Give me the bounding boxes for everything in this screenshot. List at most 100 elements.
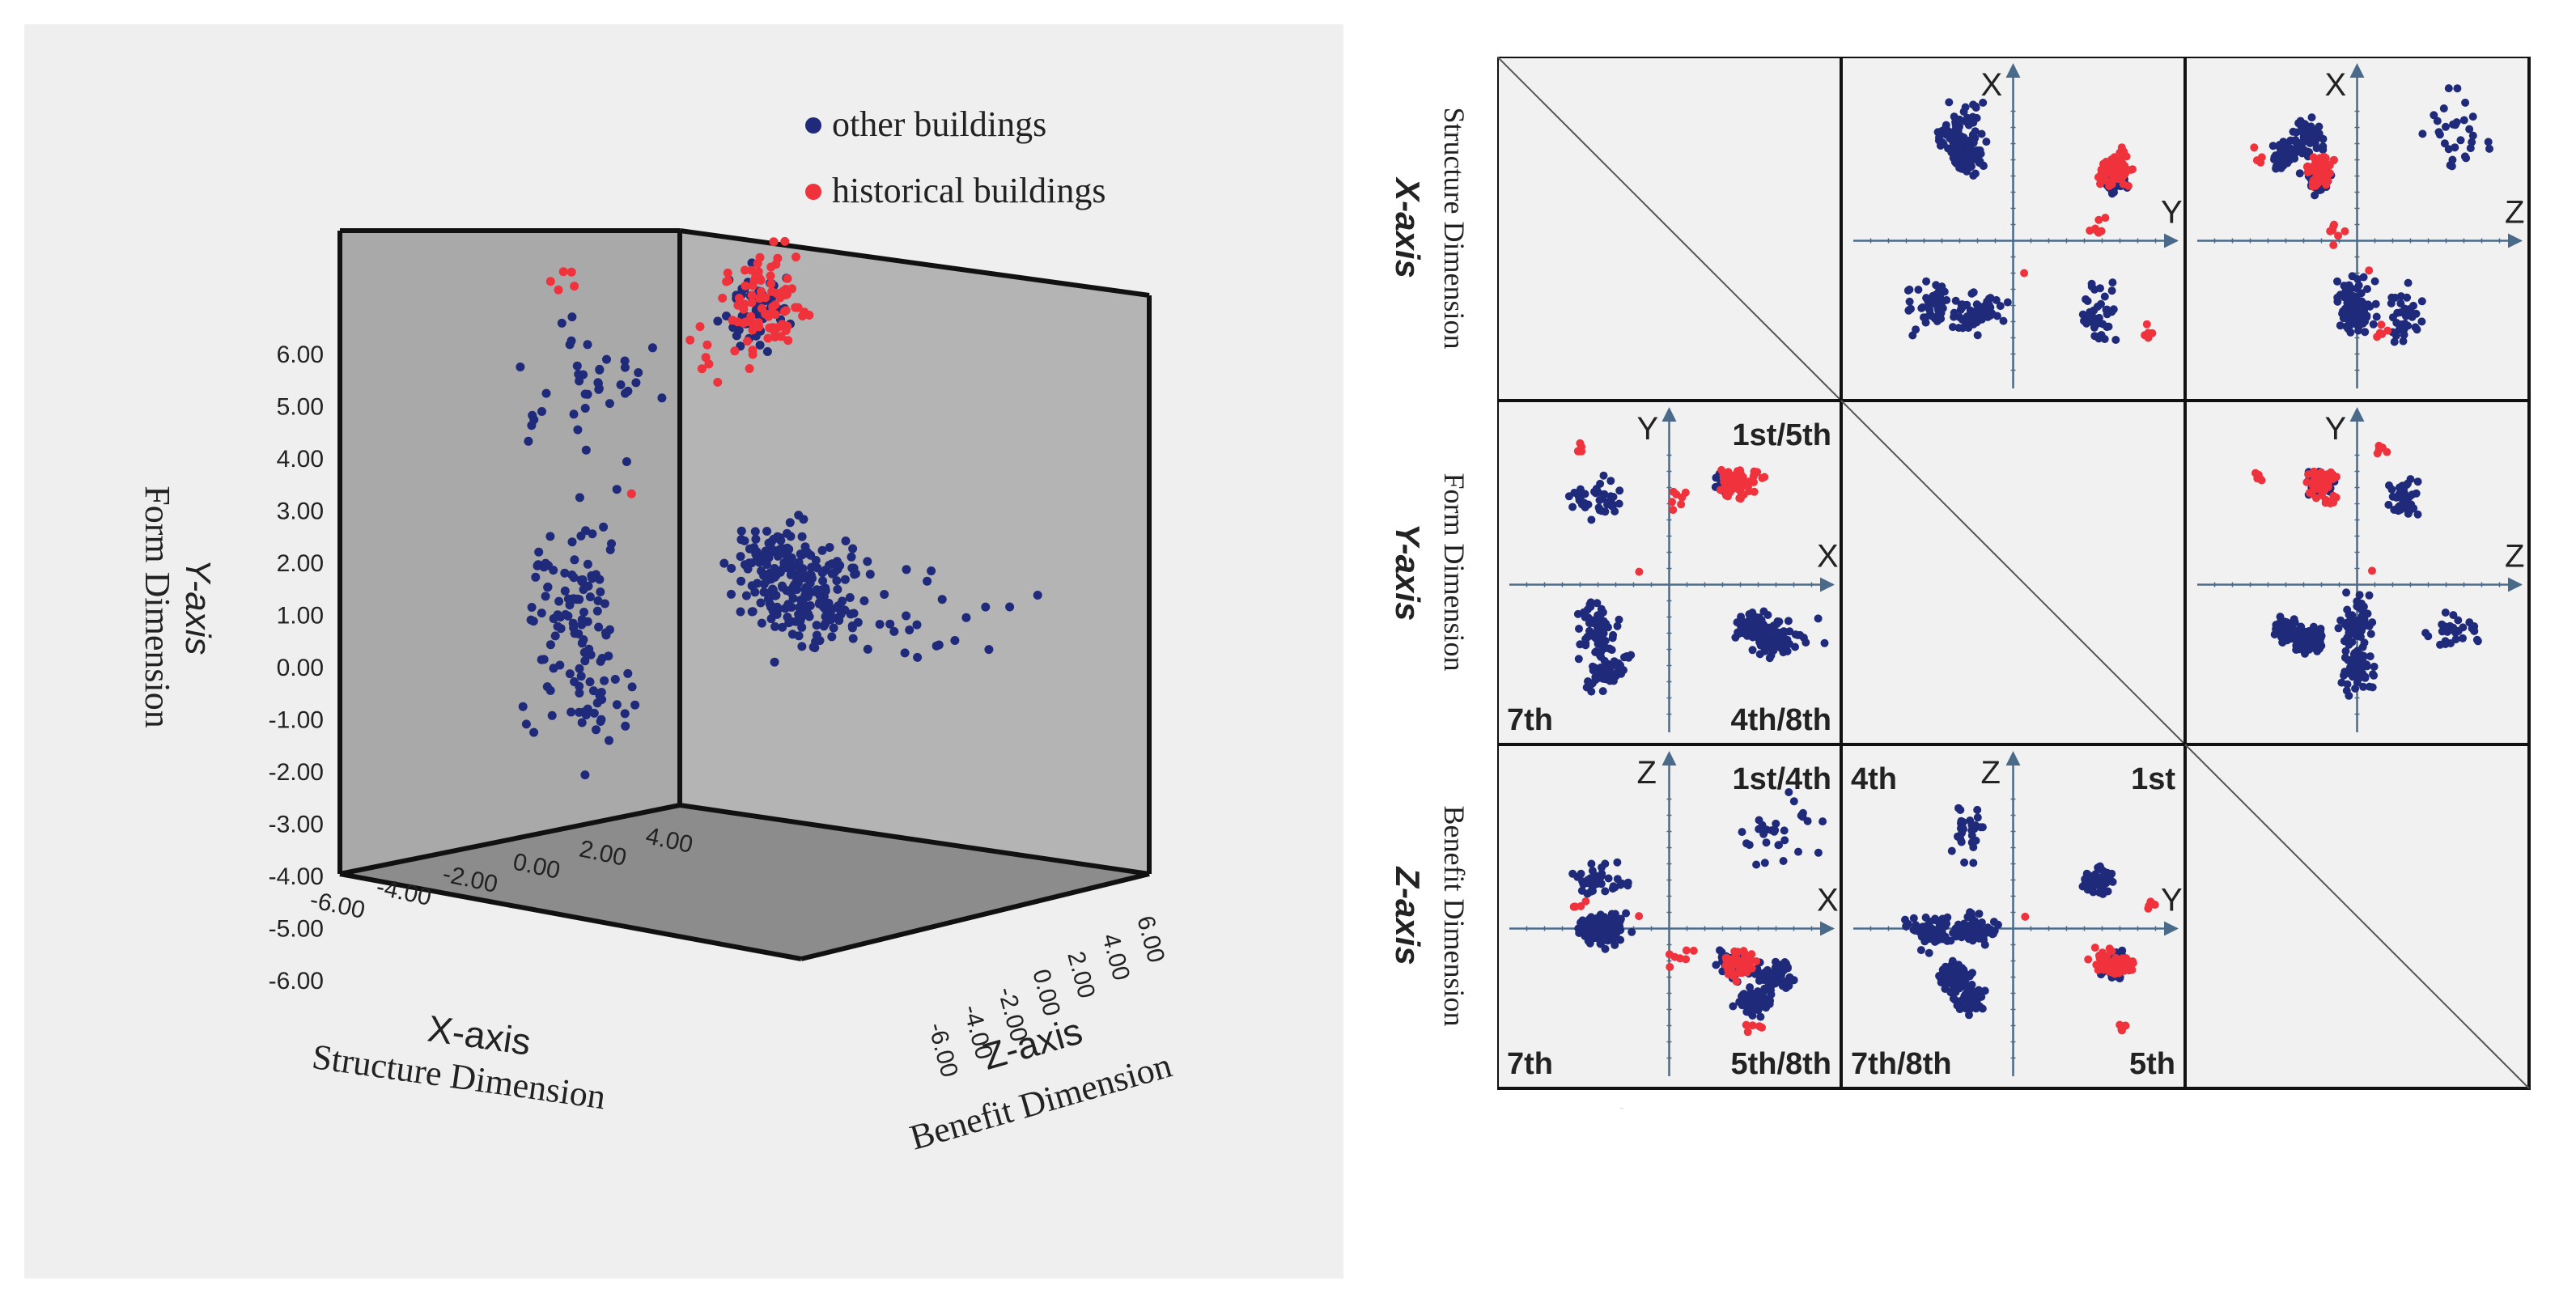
data-point-historical <box>626 489 636 498</box>
data-point-other <box>527 603 537 612</box>
matrix-point-other <box>1599 471 1608 480</box>
data-point-other <box>605 399 614 409</box>
data-point-other <box>534 547 544 557</box>
data-point-other <box>797 642 807 651</box>
data-point-historical <box>747 298 757 307</box>
matrix-point-historical <box>1677 500 1686 509</box>
data-point-other <box>841 536 851 545</box>
matrix-point-other <box>2363 301 2372 310</box>
matrix-point-historical <box>2312 494 2320 503</box>
data-point-other <box>775 567 785 577</box>
matrix-point-other <box>1780 826 1789 835</box>
matrix-point-other <box>2459 634 2467 643</box>
matrix-point-other <box>2353 602 2362 611</box>
data-point-other <box>787 602 796 612</box>
data-point-other <box>622 457 631 466</box>
cell-h-arrow <box>1820 921 1835 936</box>
z-tick-label: 4.00 <box>1097 931 1135 983</box>
matrix-point-historical <box>2101 214 2110 223</box>
octant-label: 4th <box>1851 762 1897 796</box>
matrix-point-historical <box>1681 488 1690 497</box>
box-edge <box>339 872 802 961</box>
matrix-point-other <box>1971 836 1980 845</box>
matrix-point-other <box>1979 98 1988 107</box>
data-point-historical <box>780 236 790 246</box>
matrix-point-historical <box>1635 912 1644 921</box>
matrix-point-other <box>1950 158 1959 167</box>
matrix-point-other <box>1946 134 1954 142</box>
data-point-historical <box>554 285 563 295</box>
data-point-other <box>550 631 560 641</box>
matrix-point-other <box>1925 918 1934 926</box>
matrix-point-historical <box>2142 320 2151 329</box>
matrix-point-other <box>2094 319 2103 328</box>
matrix-point-historical <box>1734 485 1742 494</box>
data-point-other <box>832 576 842 586</box>
matrix-point-other <box>1602 669 1611 678</box>
matrix-point-other <box>2361 328 2370 337</box>
matrix-point-historical <box>2020 269 2029 278</box>
matrix-point-other <box>1951 296 1960 305</box>
matrix-point-other <box>1591 672 1600 681</box>
matrix-point-historical <box>1722 480 1731 489</box>
data-point-other <box>602 354 611 364</box>
matrix-point-other <box>1967 913 1976 922</box>
matrix-point-historical <box>1635 567 1644 576</box>
matrix-point-other <box>2357 297 2366 306</box>
matrix-point-other <box>2468 131 2477 140</box>
matrix-point-other <box>2440 139 2449 148</box>
matrix-point-other <box>2344 655 2353 664</box>
matrix-point-other <box>2111 336 2120 344</box>
matrix-point-other <box>2370 277 2379 286</box>
matrix-point-other <box>2118 946 2127 955</box>
matrix-point-other <box>1963 921 1971 930</box>
matrix-point-other <box>2390 337 2399 346</box>
data-point-other <box>845 593 855 602</box>
data-point-other <box>555 660 565 670</box>
cell-v-arrow <box>1661 751 1677 766</box>
matrix-point-historical <box>1736 964 1745 973</box>
matrix-point-historical <box>2105 944 2114 953</box>
data-point-historical <box>756 276 766 285</box>
matrix-point-other <box>1585 630 1594 639</box>
data-point-other <box>565 669 575 679</box>
matrix-point-historical <box>2094 965 2103 974</box>
data-point-historical <box>567 267 576 277</box>
data-point-other <box>593 379 603 388</box>
data-point-other <box>889 626 899 636</box>
matrix-point-other <box>1923 303 1932 312</box>
matrix-point-other <box>2451 628 2460 637</box>
matrix-point-other <box>2397 320 2406 329</box>
data-point-other <box>753 579 762 588</box>
data-point-historical <box>558 267 568 277</box>
matrix-point-other <box>2439 104 2448 112</box>
matrix-point-other <box>1963 995 1971 1003</box>
matrix-point-other <box>1595 496 1604 505</box>
matrix-point-other <box>2466 144 2475 153</box>
matrix-point-other <box>1912 325 1920 334</box>
data-point-historical <box>783 336 793 346</box>
matrix-point-other <box>1954 324 1963 333</box>
data-point-other <box>759 579 769 589</box>
row-sublabel-x: Structure Dimension <box>1438 108 1470 350</box>
matrix-point-other <box>1603 500 1611 509</box>
matrix-point-historical <box>2383 447 2391 456</box>
matrix-point-other <box>2284 143 2293 151</box>
matrix-point-other <box>1980 986 1989 995</box>
matrix-point-other <box>2433 117 2442 125</box>
data-point-other <box>770 621 780 631</box>
matrix-point-historical <box>1574 447 1583 456</box>
data-point-other <box>545 532 555 541</box>
matrix-point-other <box>1772 819 1780 828</box>
matrix-point-other <box>1967 113 1976 122</box>
matrix-point-other <box>1948 323 1957 332</box>
matrix-point-other <box>1980 929 1989 938</box>
octant-label: 1st/5th <box>1733 418 1831 452</box>
matrix-point-other <box>1902 922 1911 931</box>
matrix-point-other <box>2403 293 2412 302</box>
matrix-point-other <box>1564 492 1573 501</box>
matrix-point-other <box>2108 278 2117 287</box>
data-point-other <box>804 612 814 621</box>
data-point-historical <box>771 260 781 269</box>
data-point-other <box>827 632 837 642</box>
